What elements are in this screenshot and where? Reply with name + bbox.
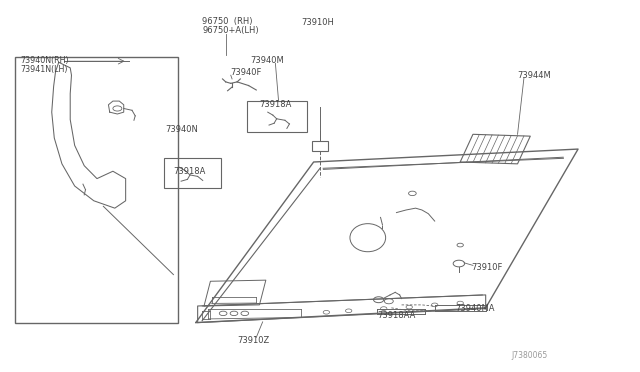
Text: 73910F: 73910F: [472, 263, 503, 272]
Bar: [312, 141, 328, 151]
Text: 73940N: 73940N: [166, 125, 198, 134]
Text: 73918A: 73918A: [259, 100, 292, 109]
Text: 73940F: 73940F: [231, 68, 262, 77]
Bar: [164, 158, 221, 188]
Text: 73940MA: 73940MA: [455, 304, 495, 313]
Text: J7380065: J7380065: [511, 350, 547, 360]
Text: 73940N(RH): 73940N(RH): [20, 56, 69, 65]
Text: 73918A: 73918A: [173, 167, 206, 176]
Text: 96750  (RH): 96750 (RH): [202, 17, 253, 26]
Text: 73910Z: 73910Z: [237, 336, 269, 345]
Bar: [15, 57, 178, 323]
Bar: [246, 101, 307, 132]
Text: 73940M: 73940M: [250, 56, 284, 65]
Text: 73944M: 73944M: [518, 71, 551, 80]
Text: 96750+A(LH): 96750+A(LH): [202, 26, 259, 35]
Text: 73918AA: 73918AA: [378, 311, 416, 320]
Text: 73910H: 73910H: [301, 18, 333, 27]
Text: 73941N(LH): 73941N(LH): [20, 65, 68, 74]
